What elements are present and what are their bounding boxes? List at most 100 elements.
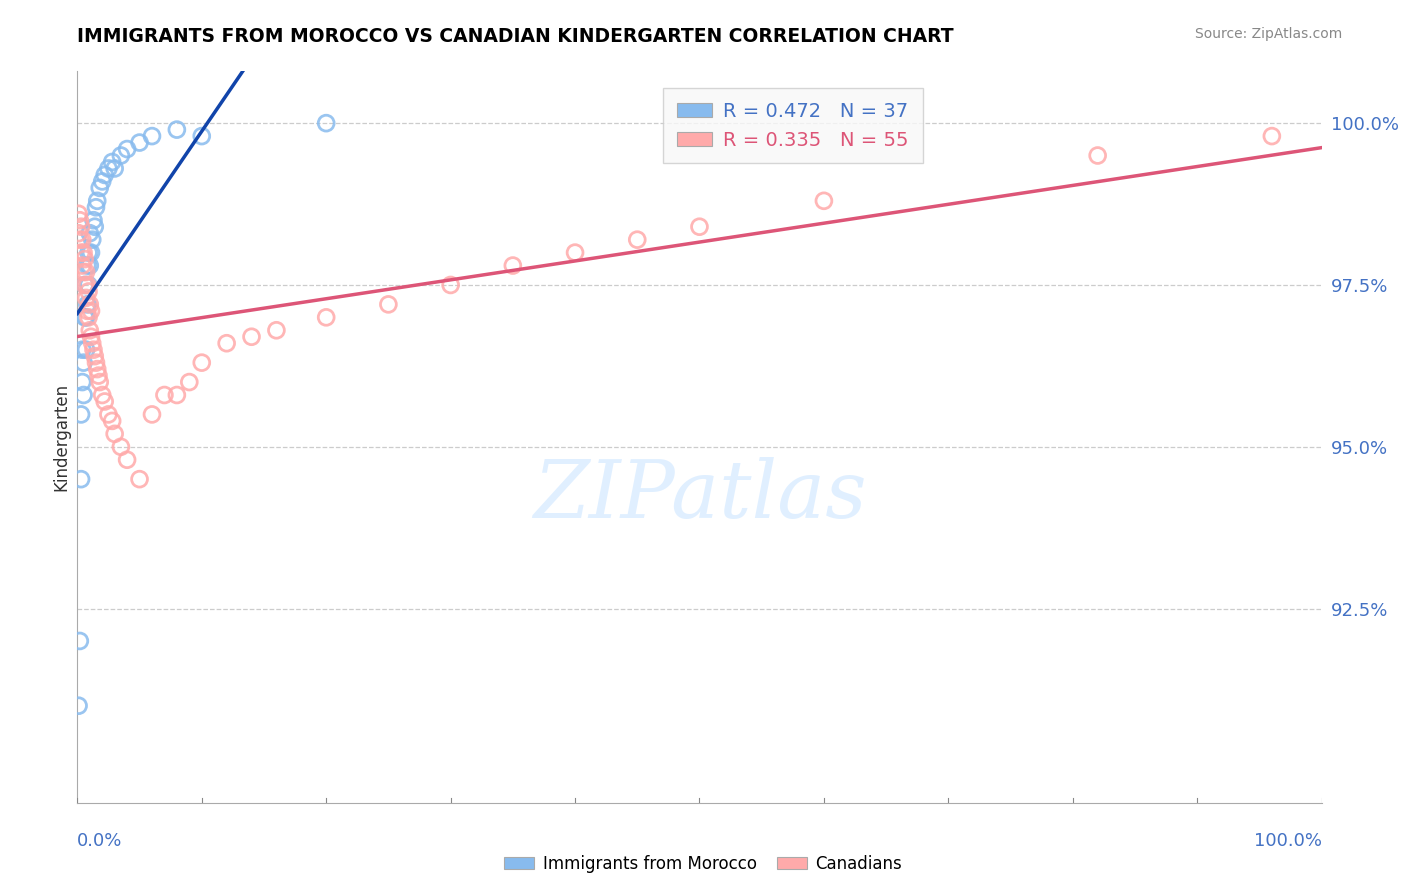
Point — [84, 200, 107, 214]
Point — [70, 408, 93, 422]
Text: Source: ZipAtlas.com: Source: ZipAtlas.com — [1195, 27, 1343, 41]
Point — [1087, 148, 1109, 162]
Point — [83, 213, 105, 227]
Point — [83, 349, 105, 363]
Point — [377, 297, 399, 311]
Legend: R = 0.472   N = 37, R = 0.335   N = 55: R = 0.472 N = 37, R = 0.335 N = 55 — [664, 88, 922, 163]
Point — [79, 297, 101, 311]
Point — [104, 161, 127, 176]
Point — [813, 194, 835, 208]
Point — [315, 116, 337, 130]
Point — [166, 388, 188, 402]
Point — [315, 310, 337, 325]
Legend: Immigrants from Morocco, Canadians: Immigrants from Morocco, Canadians — [498, 848, 908, 880]
Point — [70, 245, 93, 260]
Point — [86, 194, 108, 208]
Point — [72, 265, 94, 279]
Point — [502, 259, 524, 273]
Point — [166, 122, 188, 136]
Text: 100.0%: 100.0% — [1254, 832, 1322, 850]
Point — [191, 129, 214, 144]
Point — [67, 207, 90, 221]
Text: ZIPatlas: ZIPatlas — [533, 457, 866, 534]
Point — [689, 219, 711, 234]
Text: 0.0%: 0.0% — [77, 832, 122, 850]
Text: IMMIGRANTS FROM MOROCCO VS CANADIAN KINDERGARTEN CORRELATION CHART: IMMIGRANTS FROM MOROCCO VS CANADIAN KIND… — [77, 27, 953, 45]
Point — [75, 343, 97, 357]
Point — [115, 142, 138, 156]
Point — [72, 388, 94, 402]
Point — [69, 634, 91, 648]
Point — [76, 259, 98, 273]
Point — [215, 336, 238, 351]
Point — [179, 375, 201, 389]
Point — [97, 161, 120, 176]
Point — [440, 277, 463, 292]
Point — [89, 181, 111, 195]
Point — [141, 129, 163, 144]
Point — [83, 343, 105, 357]
Point — [73, 277, 96, 292]
Point — [93, 394, 115, 409]
Point — [79, 259, 101, 273]
Point — [77, 285, 100, 299]
Point — [128, 136, 150, 150]
Point — [75, 265, 97, 279]
Point — [72, 375, 94, 389]
Point — [93, 168, 115, 182]
Point — [76, 303, 98, 318]
Point — [82, 336, 104, 351]
Point — [97, 408, 120, 422]
Point — [80, 330, 103, 344]
Point — [67, 698, 90, 713]
Point — [72, 343, 94, 357]
Point — [1261, 129, 1284, 144]
Point — [77, 245, 100, 260]
Point — [72, 245, 94, 260]
Point — [67, 226, 90, 240]
Point — [73, 252, 96, 266]
Point — [191, 356, 214, 370]
Point — [72, 259, 94, 273]
Point — [79, 226, 101, 240]
Point — [115, 452, 138, 467]
Point — [75, 310, 97, 325]
Y-axis label: Kindergarten: Kindergarten — [52, 383, 70, 491]
Point — [87, 368, 110, 383]
Point — [91, 174, 114, 188]
Point — [70, 472, 93, 486]
Point — [73, 310, 96, 325]
Point — [240, 330, 263, 344]
Point — [82, 233, 104, 247]
Point — [101, 414, 124, 428]
Point — [72, 356, 94, 370]
Point — [84, 356, 107, 370]
Point — [77, 310, 100, 325]
Point — [101, 155, 124, 169]
Point — [77, 277, 100, 292]
Point — [110, 148, 132, 162]
Point — [76, 297, 98, 311]
Point — [564, 245, 586, 260]
Point — [104, 426, 127, 441]
Point — [69, 213, 91, 227]
Point — [86, 362, 108, 376]
Point — [89, 375, 111, 389]
Point — [80, 303, 103, 318]
Point — [80, 245, 103, 260]
Point — [69, 233, 91, 247]
Point — [73, 277, 96, 292]
Point — [266, 323, 288, 337]
Point — [626, 233, 648, 247]
Point — [75, 291, 97, 305]
Point — [141, 408, 163, 422]
Point — [153, 388, 176, 402]
Point — [128, 472, 150, 486]
Point — [76, 277, 98, 292]
Point — [83, 219, 105, 234]
Point — [110, 440, 132, 454]
Point — [70, 219, 93, 234]
Point — [72, 233, 94, 247]
Point — [91, 388, 114, 402]
Point — [79, 323, 101, 337]
